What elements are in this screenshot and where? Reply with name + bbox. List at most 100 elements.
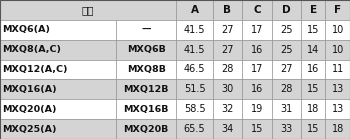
Text: F: F <box>334 5 341 15</box>
Bar <box>301 79 326 99</box>
Text: 11: 11 <box>331 64 344 75</box>
Text: 15: 15 <box>251 124 263 134</box>
Bar <box>326 99 350 119</box>
Bar <box>326 119 350 139</box>
Bar <box>116 40 176 60</box>
Text: 41.5: 41.5 <box>184 25 205 35</box>
Bar <box>272 79 301 99</box>
Bar <box>0 40 116 60</box>
Bar <box>0 99 116 119</box>
Bar <box>176 40 213 60</box>
Text: D: D <box>282 5 290 15</box>
Bar <box>176 60 213 79</box>
Text: 15: 15 <box>307 25 320 35</box>
Text: 16: 16 <box>251 84 263 94</box>
Text: 32: 32 <box>221 104 234 114</box>
Bar <box>213 20 242 40</box>
Text: 10: 10 <box>331 25 344 35</box>
Text: 10: 10 <box>331 45 344 55</box>
Text: MXQ25(A): MXQ25(A) <box>2 125 56 134</box>
Bar <box>0 119 116 139</box>
Bar <box>272 20 301 40</box>
Bar <box>242 99 272 119</box>
Text: MXQ16B: MXQ16B <box>124 105 169 114</box>
Text: MXQ8(A,C): MXQ8(A,C) <box>2 45 61 54</box>
Bar <box>301 60 326 79</box>
Bar <box>272 60 301 79</box>
Text: 51.5: 51.5 <box>184 84 205 94</box>
Bar <box>242 60 272 79</box>
Text: 65.5: 65.5 <box>184 124 205 134</box>
Bar <box>326 40 350 60</box>
Bar <box>326 0 350 20</box>
Bar <box>116 60 176 79</box>
Text: 46.5: 46.5 <box>184 64 205 75</box>
Text: 型式: 型式 <box>82 5 94 15</box>
Bar <box>0 20 116 40</box>
Text: 19: 19 <box>251 104 263 114</box>
Bar <box>326 79 350 99</box>
Bar <box>301 40 326 60</box>
Bar <box>213 40 242 60</box>
Text: MXQ20B: MXQ20B <box>124 125 169 134</box>
Bar <box>176 79 213 99</box>
Text: MXQ6(A): MXQ6(A) <box>2 25 50 34</box>
Bar <box>272 99 301 119</box>
Text: 27: 27 <box>221 25 234 35</box>
Bar <box>176 20 213 40</box>
Text: 33: 33 <box>280 124 292 134</box>
Text: 25: 25 <box>280 25 293 35</box>
Text: MXQ20(A): MXQ20(A) <box>2 105 56 114</box>
Bar <box>116 99 176 119</box>
Text: MXQ16(A): MXQ16(A) <box>2 85 56 94</box>
Bar <box>242 40 272 60</box>
Bar <box>301 20 326 40</box>
Bar <box>301 0 326 20</box>
Bar <box>272 119 301 139</box>
Text: MXQ8B: MXQ8B <box>127 65 166 74</box>
Text: C: C <box>253 5 261 15</box>
Bar <box>213 119 242 139</box>
Text: 17: 17 <box>251 64 263 75</box>
Bar <box>213 79 242 99</box>
Bar <box>176 99 213 119</box>
Bar <box>116 20 176 40</box>
Text: B: B <box>223 5 231 15</box>
Text: 13: 13 <box>331 104 344 114</box>
Text: 25: 25 <box>280 45 293 55</box>
Bar <box>326 20 350 40</box>
Bar <box>242 20 272 40</box>
Text: 13: 13 <box>331 84 344 94</box>
Bar <box>116 119 176 139</box>
Text: 15: 15 <box>307 84 320 94</box>
Bar <box>213 99 242 119</box>
Text: 27: 27 <box>221 45 234 55</box>
Bar <box>176 119 213 139</box>
Text: 41.5: 41.5 <box>184 45 205 55</box>
Text: MXQ12(A,C): MXQ12(A,C) <box>2 65 67 74</box>
Bar <box>0 79 116 99</box>
Bar <box>272 0 301 20</box>
Text: 28: 28 <box>280 84 293 94</box>
Text: 27: 27 <box>280 64 293 75</box>
Bar <box>301 119 326 139</box>
Text: —: — <box>141 25 151 34</box>
Text: 28: 28 <box>221 64 234 75</box>
Bar <box>176 0 213 20</box>
Bar <box>326 60 350 79</box>
Bar <box>0 0 176 20</box>
Text: 18: 18 <box>331 124 344 134</box>
Text: 15: 15 <box>307 124 320 134</box>
Bar <box>242 119 272 139</box>
Bar <box>116 79 176 99</box>
Text: 14: 14 <box>307 45 319 55</box>
Text: E: E <box>310 5 317 15</box>
Bar <box>213 0 242 20</box>
Bar <box>301 99 326 119</box>
Bar <box>242 0 272 20</box>
Text: 16: 16 <box>307 64 319 75</box>
Text: MXQ12B: MXQ12B <box>124 85 169 94</box>
Text: MXQ6B: MXQ6B <box>127 45 166 54</box>
Text: 17: 17 <box>251 25 263 35</box>
Text: 31: 31 <box>280 104 292 114</box>
